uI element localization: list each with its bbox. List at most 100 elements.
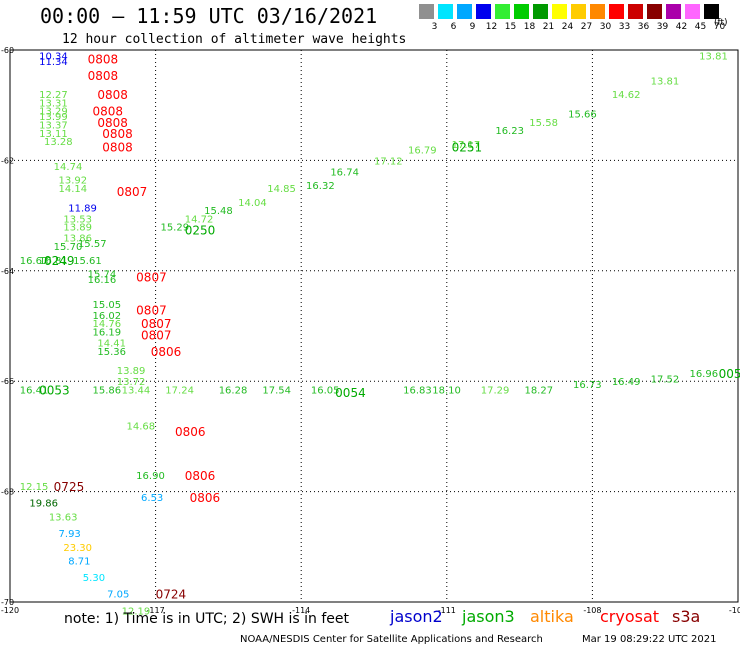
y-tick-label: -62 <box>1 156 14 165</box>
swh-value: 16.19 <box>93 328 122 339</box>
plot-frame <box>9 49 739 603</box>
credit-line: NOAA/NESDIS Center for Satellite Applica… <box>240 634 543 645</box>
pass-time: 0806 <box>185 469 216 483</box>
legend-swatch <box>457 4 472 19</box>
swh-value: 15.58 <box>529 118 558 129</box>
pass-time: 0807 <box>141 317 172 331</box>
swh-value: 16.83 <box>403 385 432 396</box>
pass-time: 0725 <box>54 480 85 494</box>
swh-value: 16.73 <box>573 380 602 391</box>
chart-subtitle: 12 hour collection of altimeter wave hei… <box>62 32 407 47</box>
swh-value: 13.81 <box>651 76 680 87</box>
pass-time: 0249 <box>44 254 75 268</box>
legend-bin-label: 3 <box>431 22 438 32</box>
swh-value: 13.89 <box>63 223 92 234</box>
swh-value: 13.11 <box>39 129 68 140</box>
legend-bin-label: 39 <box>656 22 669 32</box>
swh-value: 15.86 <box>93 385 122 396</box>
swh-value: 16.81 <box>39 256 68 267</box>
legend-swatch <box>419 4 434 19</box>
swh-value: 14.04 <box>238 198 267 209</box>
satellite-s3a: s3a <box>672 607 701 626</box>
x-tick-label: -111 <box>438 606 456 615</box>
legend-bin-label: 36 <box>637 22 650 32</box>
x-tick-label: -105 <box>729 606 740 615</box>
legend-swatch <box>666 4 681 19</box>
chart-title: 00:00 – 11:59 UTC 03/16/2021 <box>40 4 378 28</box>
swh-value: 16.49 <box>612 377 641 388</box>
x-tick-label: -108 <box>583 606 601 615</box>
legend-bin-label: 45 <box>694 22 707 32</box>
swh-value: 11.89 <box>68 203 97 214</box>
legend-swatch <box>514 4 529 19</box>
swh-value: 13.63 <box>49 512 78 523</box>
legend-swatch <box>495 4 510 19</box>
time-labels: 0808080808080808080808080808080708070807… <box>39 52 740 601</box>
y-tick-label: -68 <box>1 488 14 497</box>
pass-time: 0806 <box>175 425 206 439</box>
swh-value: 12.27 <box>39 90 68 101</box>
swh-value: 17.12 <box>374 156 403 167</box>
pass-time: 0808 <box>88 52 119 66</box>
swh-value: 7.05 <box>107 590 129 601</box>
swh-value: 7.93 <box>59 529 81 540</box>
swh-value: 14.85 <box>267 184 296 195</box>
legend-swatch <box>685 4 700 19</box>
swh-value: 13.89 <box>117 366 146 377</box>
legend-bin-label: 24 <box>561 22 574 32</box>
swh-value: 14.68 <box>126 421 155 432</box>
swh-value: 13.72 <box>117 377 146 388</box>
x-tick-label: -117 <box>147 606 165 615</box>
swh-value: 16.02 <box>93 311 122 322</box>
legend-swatch <box>438 4 453 19</box>
swh-value: 16.74 <box>330 167 359 178</box>
swh-value: 18.10 <box>432 385 461 396</box>
footnote: note: 1) Time is in UTC; 2) SWH is in fe… <box>64 611 350 627</box>
y-tick-label: -64 <box>1 267 14 276</box>
pass-time: 0808 <box>102 127 133 141</box>
swh-value: 12.19 <box>122 606 151 617</box>
swh-value: 15.66 <box>568 109 597 120</box>
x-tick-label: -114 <box>292 606 310 615</box>
pass-time: 0807 <box>136 303 167 317</box>
legend-bin-label: 12 <box>485 22 498 32</box>
swh-value: 15.05 <box>93 300 122 311</box>
swh-value: 18.27 <box>524 385 553 396</box>
swh-value: 17.24 <box>165 385 194 396</box>
swh-value: 13.53 <box>63 214 92 225</box>
swh-value: 11.34 <box>39 57 68 68</box>
swh-value: 16.28 <box>219 385 248 396</box>
swh-value: 16.79 <box>408 145 437 156</box>
legend-swatch <box>476 4 491 19</box>
pass-time: 0807 <box>117 185 148 199</box>
legend-bin-label: 15 <box>504 22 517 32</box>
swh-value: 14.74 <box>54 162 83 173</box>
swh-value: 16.96 <box>689 369 718 380</box>
legend-swatch <box>571 4 586 19</box>
legend-bin-label: 33 <box>618 22 631 32</box>
swh-value: 15.48 <box>204 206 233 217</box>
swh-value: 14.62 <box>612 90 641 101</box>
swh-value: 13.99 <box>39 112 68 123</box>
pass-time: 0724 <box>156 588 187 602</box>
legend-swatch <box>590 4 605 19</box>
satellite-altika: altika <box>530 607 574 626</box>
swh-value: 12.15 <box>20 482 49 493</box>
swh-value: 15.36 <box>97 347 126 358</box>
satellite-cryosat: cryosat <box>600 607 660 626</box>
x-tick-label: -120 <box>1 606 19 615</box>
swh-value: 17.54 <box>262 385 291 396</box>
legend-bin-label: 70 <box>713 22 726 32</box>
pass-time: 0808 <box>93 105 124 119</box>
y-tick-label: -66 <box>1 377 14 386</box>
pass-time: 0808 <box>97 88 128 102</box>
legend-swatch <box>704 4 719 19</box>
y-tick-label: -60 <box>1 46 14 55</box>
swh-value: 13.31 <box>39 98 68 109</box>
swh-value: 14.14 <box>59 184 88 195</box>
axis-ticks: -120 -117 -114 -111 -108 -105 -60 -62 -64 -66 -68 -… <box>1 46 740 615</box>
swh-value: 15.74 <box>88 270 117 281</box>
swh-value: 13.81 <box>699 52 728 63</box>
